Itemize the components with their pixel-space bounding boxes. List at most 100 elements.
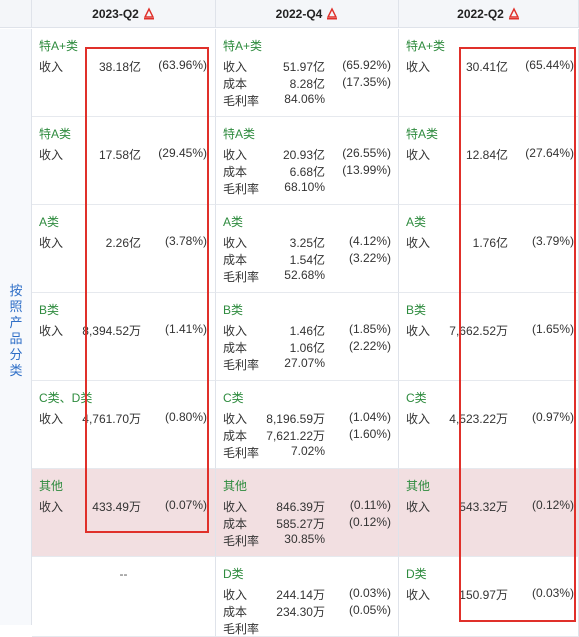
cell-2022q4-a: 特A类 收入 20.93亿 (26.55%) 成本 6.68亿 (13.99%) 毛利率… [216,117,399,205]
category-label: D类 [406,567,427,581]
cell-2022q4-class-a: A类 收入 3.25亿 (4.12%) 成本 1.54亿 (3.22%) 毛利率 52.6… [216,205,399,293]
empty-dash: -- [119,567,128,581]
side-label: 按照产品分类 [0,283,32,379]
category-label: C类、D类 [39,391,93,405]
cell-2023q2-other: 其他 收入 433.49万 (0.07%) [32,469,216,557]
margin-label: 毛利率 [223,622,260,636]
side-category-column: 按照产品分类 [0,29,32,625]
margin-label: 毛利率 [223,182,260,196]
revenue-pct: (27.64%) [525,146,574,160]
header-2023-q2[interactable]: 2023-Q2 [32,0,216,28]
cost-value: 1.54亿 [289,253,325,267]
cost-pct: (3.22%) [348,251,391,265]
cell-2023q2-class-d: -- [32,557,216,637]
header-2022-q2[interactable]: 2022-Q2 [399,0,579,28]
revenue-label: 收入 [406,148,431,162]
revenue-value: 30.41亿 [465,60,508,74]
cost-label: 成本 [223,517,248,531]
revenue-value: 846.39万 [276,500,325,514]
cell-2023q2-a: 特A类 收入 17.58亿 (29.45%) [32,117,216,205]
revenue-label: 收入 [39,412,64,426]
revenue-label: 收入 [39,60,64,74]
category-label: 其他 [406,479,431,493]
cost-pct: (13.99%) [342,163,391,177]
cost-label: 成本 [223,165,248,179]
revenue-pct: (3.79%) [531,234,574,248]
revenue-value: 17.58亿 [98,148,141,162]
header-2022-q4[interactable]: 2022-Q4 [216,0,399,28]
cost-value: 585.27万 [276,517,325,531]
revenue-pct: (0.12%) [531,498,574,512]
margin-label: 毛利率 [223,94,260,108]
pdf-icon[interactable] [143,7,155,20]
revenue-label: 收入 [39,500,64,514]
cost-label: 成本 [223,77,248,91]
revenue-pct: (0.11%) [349,498,391,512]
revenue-pct: (0.80%) [164,410,207,424]
cell-2023q2-class-cd: C类、D类 收入 4,761.70万 (0.80%) [32,381,216,469]
revenue-pct: (3.78%) [164,234,207,248]
category-label: 特A类 [406,127,439,141]
revenue-value: 8,394.52万 [82,324,141,338]
revenue-value: 8,196.59万 [266,412,325,426]
revenue-value: 38.18亿 [98,60,141,74]
revenue-label: 收入 [39,148,64,162]
revenue-pct: (1.85%) [348,322,391,336]
cell-2022q4-class-d: D类 收入 244.14万 (0.03%) 成本 234.30万 (0.05%) 毛利率 [216,557,399,637]
revenue-label: 收入 [223,236,248,250]
category-label: A类 [406,215,427,229]
revenue-pct: (63.96%) [158,58,207,72]
category-label: 特A类 [223,127,256,141]
margin-label: 毛利率 [223,446,260,460]
margin-value: 84.06% [284,92,325,106]
header-label: 2023-Q2 [92,6,139,21]
cost-pct: (17.35%) [342,75,391,89]
side-label-char: 按 [9,283,23,298]
cell-2023q2-class-b: B类 收入 8,394.52万 (1.41%) [32,293,216,381]
revenue-label: 收入 [223,412,248,426]
revenue-label: 收入 [39,236,64,250]
revenue-pct: (65.44%) [525,58,574,72]
cell-2023q2-a-plus: 特A+类 收入 38.18亿 (63.96%) [32,29,216,117]
category-label: 特A+类 [406,39,446,53]
category-label: A类 [223,215,244,229]
pdf-icon[interactable] [326,7,338,20]
revenue-pct: (0.97%) [531,410,574,424]
revenue-value: 1.46亿 [289,324,325,338]
margin-value: 30.85% [284,532,325,546]
category-label: B类 [406,303,427,317]
cell-2022q2-a: 特A类 收入 12.84亿 (27.64%) [399,117,579,205]
category-label: A类 [39,215,60,229]
cell-2022q2-other: 其他 收入 543.32万 (0.12%) [399,469,579,557]
revenue-pct: (4.12%) [348,234,391,248]
cell-2022q2-class-c: C类 收入 4,523.22万 (0.97%) [399,381,579,469]
revenue-value: 4,523.22万 [449,412,508,426]
revenue-value: 4,761.70万 [82,412,141,426]
category-label: B类 [39,303,60,317]
cost-pct: (0.12%) [348,515,391,529]
header-corner [0,0,32,28]
revenue-value: 12.84亿 [465,148,508,162]
margin-label: 毛利率 [223,270,260,284]
cost-label: 成本 [223,341,248,355]
pdf-icon[interactable] [508,7,520,20]
cost-label: 成本 [223,605,248,619]
category-label: 特A类 [39,127,72,141]
category-label: 特A+类 [223,39,263,53]
revenue-value: 543.32万 [459,500,508,514]
revenue-pct: (65.92%) [342,58,391,72]
revenue-value: 2.26亿 [105,236,141,250]
side-label-char: 分 [9,347,23,362]
margin-label: 毛利率 [223,358,260,372]
cell-2022q2-class-a: A类 收入 1.76亿 (3.79%) [399,205,579,293]
category-label: B类 [223,303,244,317]
cost-value: 8.28亿 [289,77,325,91]
cell-2022q4-other: 其他 收入 846.39万 (0.11%) 成本 585.27万 (0.12%) 毛利率… [216,469,399,557]
revenue-label: 收入 [223,148,248,162]
category-label: C类 [406,391,427,405]
revenue-value: 1.76亿 [472,236,508,250]
revenue-label: 收入 [406,236,431,250]
revenue-pct: (0.03%) [348,586,391,600]
cell-2022q2-a-plus: 特A+类 收入 30.41亿 (65.44%) [399,29,579,117]
